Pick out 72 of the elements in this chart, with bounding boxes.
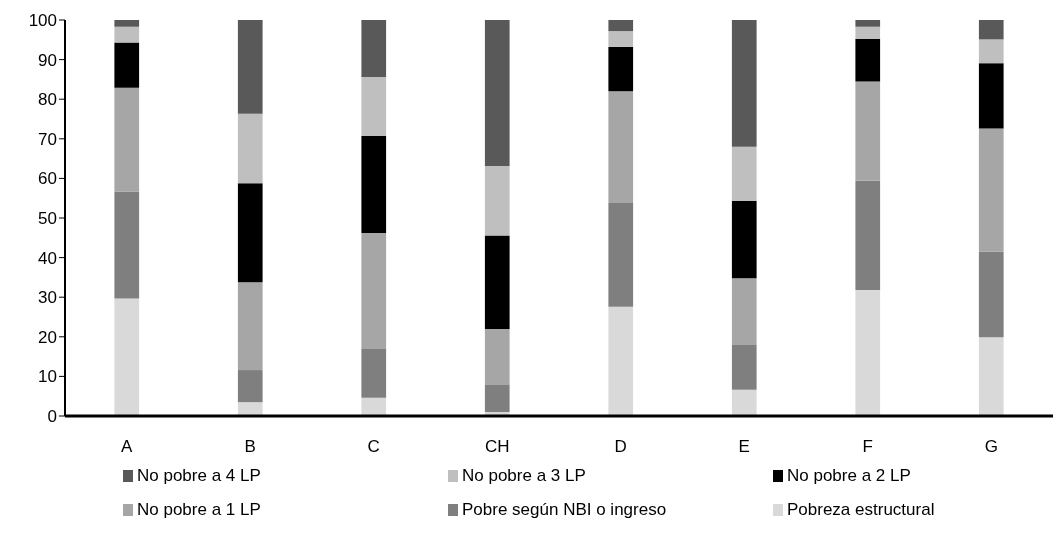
- bar: [114, 42, 140, 88]
- x-tick-label: G: [984, 437, 998, 457]
- bar: [855, 290, 881, 416]
- bar: [361, 233, 387, 350]
- bar: [978, 20, 1004, 40]
- y-tick-label: 20: [38, 327, 57, 347]
- bar: [114, 20, 140, 27]
- bar: [855, 20, 881, 27]
- bar: [855, 26, 881, 40]
- bar: [731, 389, 757, 416]
- bar: [855, 39, 881, 82]
- bar: [114, 191, 140, 299]
- bar: [237, 402, 263, 416]
- bar: [731, 200, 757, 279]
- bar: [237, 183, 263, 283]
- y-tick-label: 0: [47, 407, 57, 427]
- bar: [855, 81, 881, 181]
- bar: [978, 337, 1004, 416]
- bar: [114, 298, 140, 416]
- bar: [608, 202, 634, 307]
- bar: [114, 26, 140, 43]
- bar: [484, 328, 510, 385]
- x-tick-label: F: [862, 437, 873, 457]
- bar: [978, 251, 1004, 338]
- bar: [731, 345, 757, 390]
- bar: [731, 146, 757, 201]
- bar: [484, 384, 510, 413]
- bar: [484, 166, 510, 236]
- y-tick-label: 70: [38, 129, 57, 149]
- bar: [237, 370, 263, 403]
- x-tick-label: C: [367, 437, 380, 457]
- y-tick-label: 10: [38, 367, 57, 387]
- bar: [361, 20, 387, 78]
- bar: [608, 20, 634, 32]
- x-tick-label: E: [738, 437, 750, 457]
- bar: [978, 39, 1004, 64]
- bar: [361, 349, 387, 398]
- bar: [608, 306, 634, 416]
- bar: [978, 128, 1004, 252]
- legend-label: No pobre a 2 LP: [787, 466, 911, 486]
- bar: [237, 282, 263, 371]
- x-tick-label: A: [121, 437, 134, 457]
- y-tick-label: 90: [38, 50, 57, 70]
- y-tick-label: 50: [38, 209, 57, 229]
- legend-label: No pobre a 3 LP: [462, 466, 586, 486]
- bar: [237, 20, 263, 114]
- bar: [731, 20, 757, 147]
- bar: [978, 63, 1004, 129]
- bar: [608, 46, 634, 92]
- bar: [484, 235, 510, 329]
- y-tick-label: 60: [38, 169, 57, 189]
- y-tick-label: 40: [38, 248, 57, 268]
- bar: [484, 20, 510, 167]
- bar: [608, 31, 634, 47]
- legend-label: Pobreza estructural: [787, 500, 935, 520]
- bar: [114, 87, 140, 192]
- bar: [361, 77, 387, 137]
- y-tick-label: 100: [28, 11, 57, 31]
- legend-label: No pobre a 1 LP: [137, 500, 261, 520]
- x-tick-label: D: [614, 437, 627, 457]
- y-tick-label: 80: [38, 90, 57, 110]
- x-tick-label: B: [244, 437, 256, 457]
- bar: [237, 113, 263, 184]
- y-tick-label: 30: [38, 288, 57, 308]
- bar: [608, 91, 634, 203]
- bar: [361, 397, 387, 416]
- legend-label: No pobre a 4 LP: [137, 466, 261, 486]
- bar: [731, 278, 757, 346]
- x-tick-label: CH: [484, 437, 510, 457]
- legend-label: Pobre según NBI o ingreso: [462, 500, 667, 520]
- bar: [855, 180, 881, 291]
- bar: [361, 136, 387, 234]
